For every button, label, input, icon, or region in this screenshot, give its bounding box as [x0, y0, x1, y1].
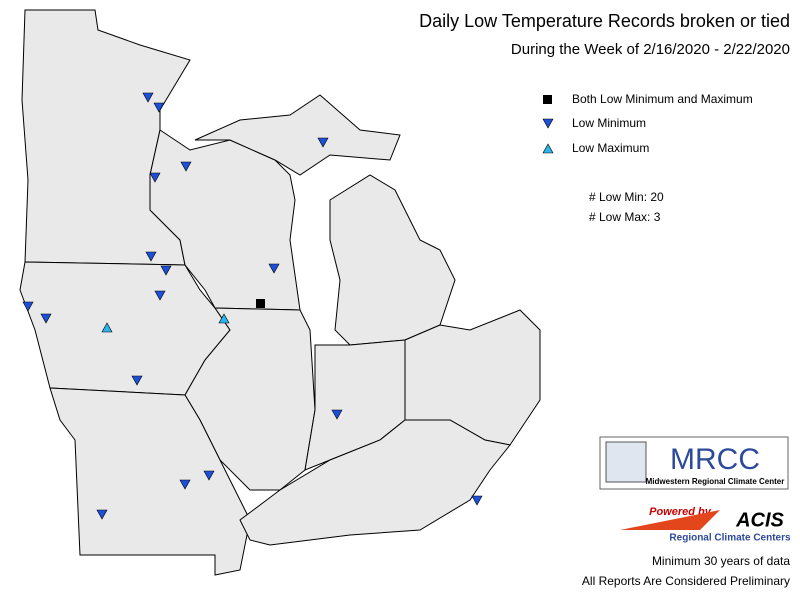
low-min-marker [154, 290, 166, 301]
logo-map [605, 441, 647, 483]
low-max-marker [101, 322, 113, 333]
count: # Low Max: 3 [589, 210, 661, 224]
states [19, 9, 541, 576]
low-min-marker [203, 470, 215, 481]
acis-swoosh [620, 510, 720, 530]
footer-note: Minimum 30 years of data [652, 554, 790, 568]
acis-subtitle: Regional Climate Centers [669, 533, 791, 544]
subtitle: During the Week of 2/16/2020 - 2/22/2020 [511, 41, 790, 58]
low-min-marker [179, 479, 191, 490]
michigan-lower [329, 174, 456, 346]
low-min-marker [131, 375, 143, 386]
markers [22, 92, 483, 520]
low-min-marker [268, 263, 280, 274]
legend-symbol [543, 95, 552, 104]
count: # Low Min: 20 [589, 190, 664, 204]
legend-label: Low Maximum [572, 141, 649, 155]
title: Daily Low Temperature Records broken or … [419, 11, 790, 31]
footer-note: All Reports Are Considered Preliminary [582, 574, 790, 588]
acis-name: ACIS [735, 509, 784, 531]
legend-symbol [542, 118, 554, 129]
illinois [184, 307, 316, 491]
mrcc-logo: MRCC Midwestern Regional Climate Center [599, 436, 789, 490]
low-min-marker [180, 161, 192, 172]
low-min-marker [331, 409, 343, 420]
both-marker [256, 299, 265, 308]
legend-symbol [542, 143, 554, 154]
low-min-marker [145, 251, 157, 262]
low-min-marker [149, 172, 161, 183]
missouri [49, 387, 251, 576]
michigan-upper [194, 94, 401, 176]
low-min-marker [96, 509, 108, 520]
low-min-marker [142, 92, 154, 103]
low-min-marker [160, 265, 172, 276]
low-max-marker [218, 313, 230, 324]
low-min-marker [153, 102, 165, 113]
low-min-marker [317, 137, 329, 148]
acis-logo: Powered by ACIS Regional Climate Centers [620, 506, 791, 544]
legend-label: Low Minimum [572, 116, 646, 130]
kentucky [239, 419, 511, 546]
low-min-marker [471, 495, 483, 506]
legend-label: Both Low Minimum and Maximum [572, 92, 753, 106]
logo-subtitle: Midwestern Regional Climate Center [646, 477, 785, 486]
low-min-marker [22, 301, 34, 312]
logo-name: MRCC [670, 443, 760, 476]
low-min-marker [40, 313, 52, 324]
